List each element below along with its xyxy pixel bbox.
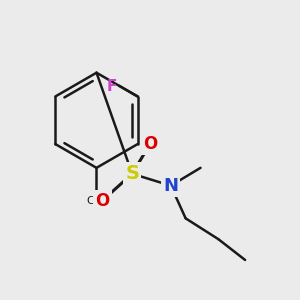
Text: S: S [125,164,139,183]
Text: O: O [95,191,110,209]
Text: O: O [143,135,157,153]
Text: CH₃: CH₃ [86,196,107,206]
Text: N: N [163,177,178,195]
Text: F: F [106,79,117,94]
